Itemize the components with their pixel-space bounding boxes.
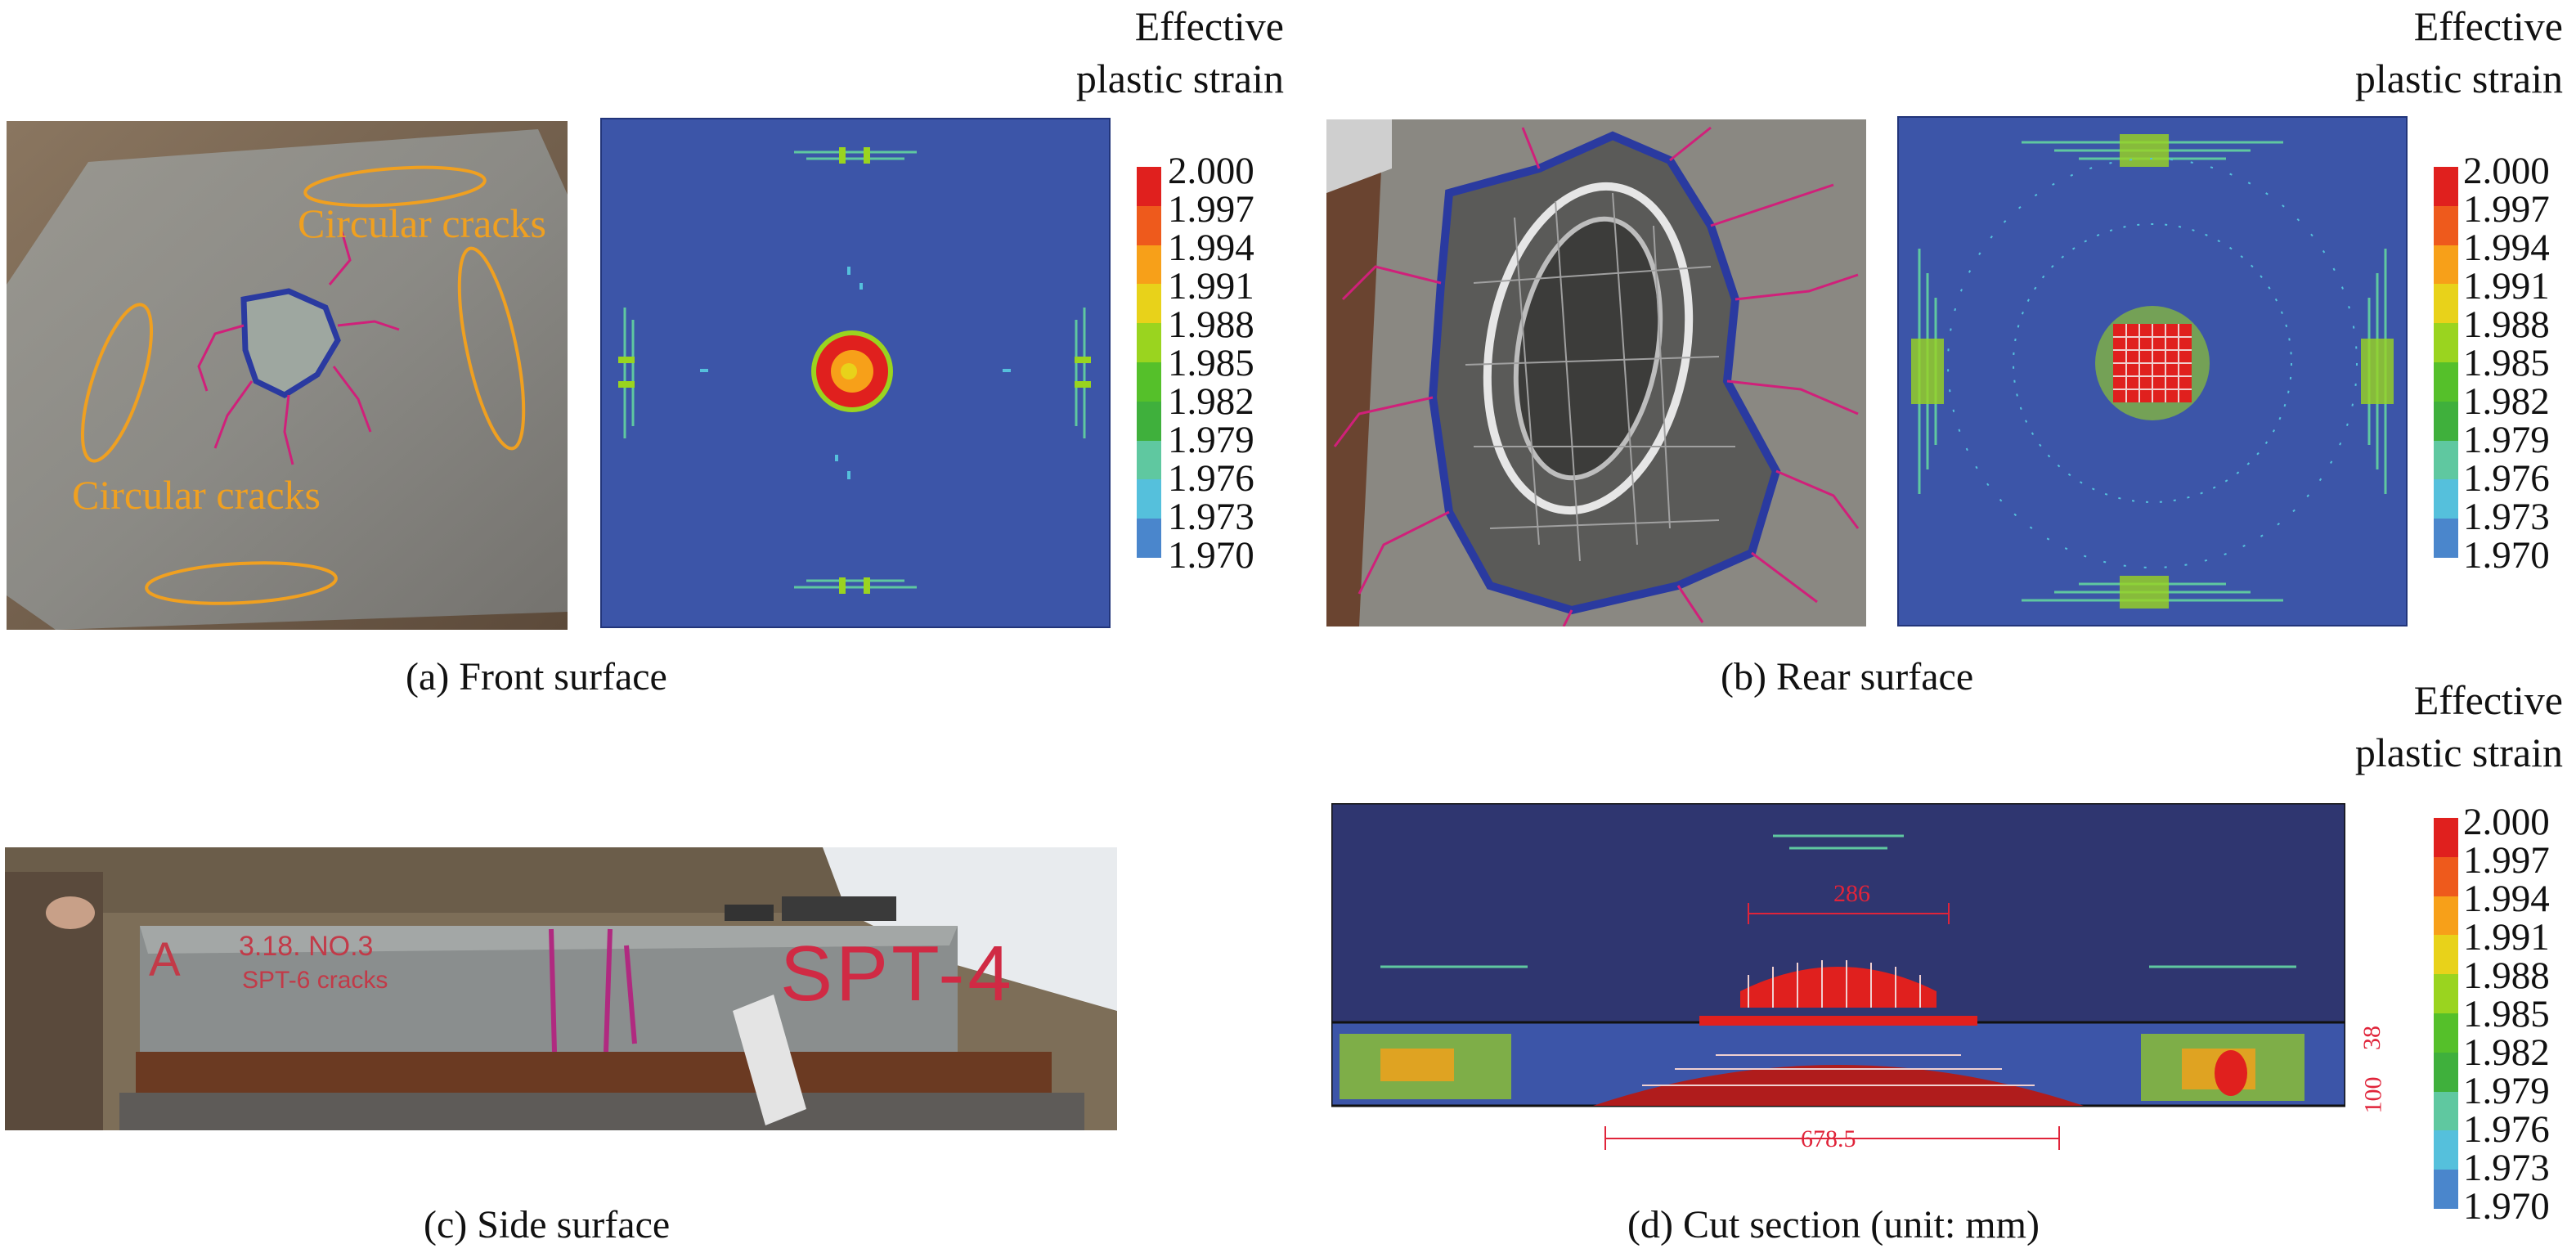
- legend-title-a: Effective plastic strain: [1075, 3, 1284, 101]
- caption-c: (c) Side surface: [424, 1203, 671, 1246]
- front-surface-simulation: [600, 118, 1111, 628]
- colorbar-segment: [2434, 245, 2458, 285]
- colorbar-tick-label: 1.973: [2463, 1147, 2550, 1189]
- colorbar-segment: [1137, 440, 1161, 480]
- colorbar-tick-label: 1.988: [2463, 954, 2550, 997]
- colorbar-segment: [1137, 205, 1161, 245]
- colorbar-tick-label: 1.979: [2463, 419, 2550, 461]
- colorbar-tick-label: 1.973: [2463, 496, 2550, 538]
- colorbar-segment: [2434, 323, 2458, 362]
- colorbar-segment: [1137, 284, 1161, 324]
- colorbar-tick-label: 1.997: [2463, 188, 2550, 231]
- colorbar-segment: [2434, 167, 2458, 206]
- scrawl-a: A: [149, 933, 181, 986]
- colorbar-tick-label: 2.000: [2463, 150, 2550, 192]
- colorbar-b: [2434, 167, 2458, 558]
- colorbar-tick-label: 1.991: [2463, 265, 2550, 308]
- dim-100: 100: [2359, 1076, 2387, 1114]
- colorbar-tick-label: 1.979: [1168, 419, 1254, 461]
- colorbar-segment: [1137, 323, 1161, 362]
- legend-title-b: Effective plastic strain: [2354, 3, 2563, 101]
- colorbar-segment: [1137, 167, 1161, 206]
- colorbar-tick-label: 1.970: [1168, 534, 1254, 577]
- front-surface-photo: Circular cracks Circular cracks: [7, 121, 568, 630]
- colorbar-segment: [2434, 1091, 2458, 1131]
- colorbar-tick-label: 1.994: [2463, 227, 2550, 269]
- cut-section-simulation: 286 678.5: [1330, 802, 2358, 1152]
- colorbar-tick-label: 1.988: [1168, 303, 1254, 346]
- dim-286: 286: [1833, 880, 1870, 907]
- colorbar-tick-label: 1.970: [2463, 1185, 2550, 1228]
- colorbar-d: [2434, 818, 2458, 1209]
- colorbar-segment: [2434, 479, 2458, 519]
- colorbar-segment: [2434, 401, 2458, 441]
- colorbar-tick-label: 1.973: [1168, 496, 1254, 538]
- colorbar-tick-label: 2.000: [1168, 150, 1254, 192]
- colorbar-segment: [2434, 440, 2458, 480]
- colorbar-segment: [2434, 1170, 2458, 1209]
- colorbar-tick-label: 1.985: [2463, 993, 2550, 1035]
- caption-a: (a) Front surface: [406, 655, 667, 698]
- colorbar-segment: [2434, 974, 2458, 1013]
- rear-surface-simulation: [1897, 116, 2408, 626]
- colorbar-segment: [2434, 519, 2458, 558]
- colorbar-segment: [1137, 401, 1161, 441]
- scrawl-date: 3.18. NO.3: [239, 931, 374, 962]
- colorbar-segment: [2434, 362, 2458, 402]
- caption-b: (b) Rear surface: [1721, 655, 1974, 698]
- side-surface-photo: A 3.18. NO.3 SPT-6 cracks SPT-4: [5, 847, 1117, 1130]
- colorbar-segment: [2434, 1130, 2458, 1170]
- colorbar-segment: [2434, 896, 2458, 936]
- colorbar-segment: [2434, 205, 2458, 245]
- colorbar-ticks-b: 2.000 1.997 1.994 1.991 1.988 1.985 1.982 1.979…: [2463, 152, 2550, 575]
- colorbar-tick-label: 1.997: [1168, 188, 1254, 231]
- colorbar-a: [1137, 167, 1161, 558]
- colorbar-segment: [2434, 818, 2458, 857]
- colorbar-tick-label: 1.991: [1168, 265, 1254, 308]
- colorbar-segment: [2434, 856, 2458, 896]
- colorbar-tick-label: 1.976: [1168, 457, 1254, 500]
- colorbar-tick-label: 1.991: [2463, 916, 2550, 959]
- colorbar-tick-label: 1.994: [1168, 227, 1254, 269]
- colorbar-tick-label: 1.997: [2463, 839, 2550, 882]
- colorbar-tick-label: 1.994: [2463, 878, 2550, 920]
- colorbar-segment: [1137, 519, 1161, 558]
- caption-d: (d) Cut section (unit: mm): [1627, 1203, 2040, 1246]
- colorbar-tick-label: 1.982: [2463, 1031, 2550, 1074]
- circular-cracks-label-bottom: Circular cracks: [72, 472, 321, 518]
- dim-678-5: 678.5: [1801, 1125, 1856, 1152]
- colorbar-tick-label: 1.988: [2463, 303, 2550, 346]
- colorbar-tick-label: 1.979: [2463, 1070, 2550, 1112]
- dim-38: 38: [2358, 1026, 2385, 1050]
- colorbar-tick-label: 1.970: [2463, 534, 2550, 577]
- colorbar-tick-label: 1.982: [2463, 380, 2550, 423]
- colorbar-tick-label: 2.000: [2463, 801, 2550, 843]
- colorbar-ticks-a: 2.000 1.997 1.994 1.991 1.988 1.985 1.982 1.979…: [1168, 152, 1254, 575]
- colorbar-segment: [2434, 284, 2458, 324]
- circular-cracks-label-top: Circular cracks: [298, 200, 547, 246]
- colorbar-segment: [1137, 245, 1161, 285]
- colorbar-tick-label: 1.982: [1168, 380, 1254, 423]
- scrawl-cracks: SPT-6 cracks: [242, 967, 388, 994]
- scrawl-spt: SPT-4: [780, 930, 1015, 1017]
- colorbar-segment: [1137, 362, 1161, 402]
- colorbar-tick-label: 1.985: [2463, 342, 2550, 384]
- colorbar-ticks-d: 2.000 1.997 1.994 1.991 1.988 1.985 1.982 1.979…: [2463, 803, 2550, 1226]
- legend-title-d: Effective plastic strain: [2354, 677, 2563, 775]
- colorbar-tick-label: 1.976: [2463, 1108, 2550, 1151]
- colorbar-segment: [1137, 479, 1161, 519]
- colorbar-segment: [2434, 935, 2458, 975]
- colorbar-segment: [2434, 1013, 2458, 1053]
- colorbar-segment: [2434, 1052, 2458, 1092]
- colorbar-tick-label: 1.985: [1168, 342, 1254, 384]
- colorbar-tick-label: 1.976: [2463, 457, 2550, 500]
- rear-surface-photo: [1326, 119, 1866, 626]
